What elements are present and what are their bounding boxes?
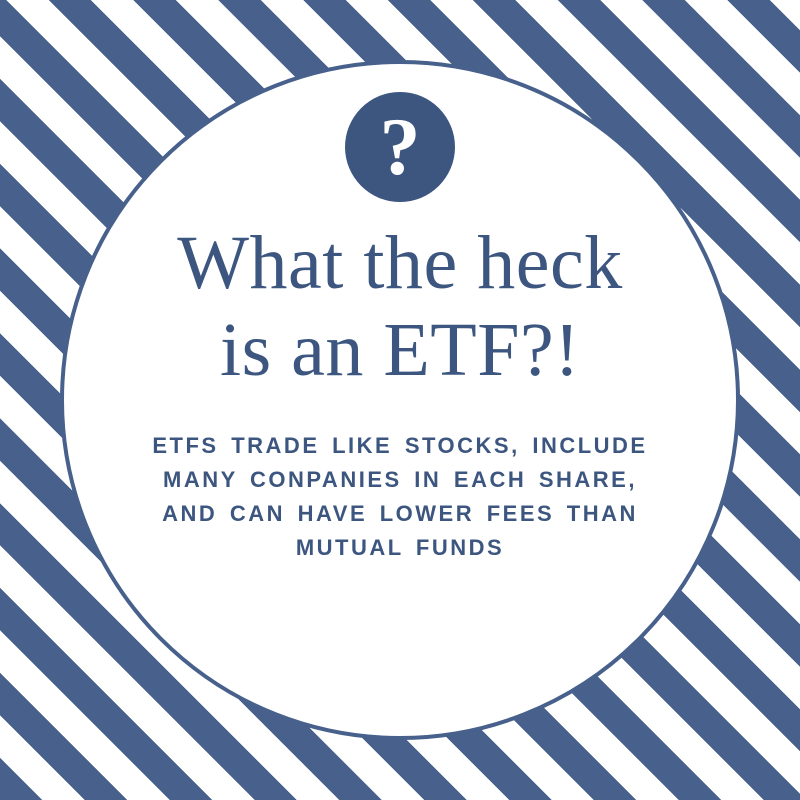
content-circle: ? What the heckis an ETF?! ETFS TRADE LI… bbox=[60, 60, 740, 740]
question-mark-badge: ? bbox=[345, 92, 455, 202]
question-mark-icon: ? bbox=[380, 106, 421, 188]
headline-text: What the heckis an ETF?! bbox=[177, 220, 622, 395]
infographic-canvas: ? What the heckis an ETF?! ETFS TRADE LI… bbox=[0, 0, 800, 800]
body-text: ETFS TRADE LIKE STOCKS, INCLUDE MANY CON… bbox=[130, 429, 670, 565]
